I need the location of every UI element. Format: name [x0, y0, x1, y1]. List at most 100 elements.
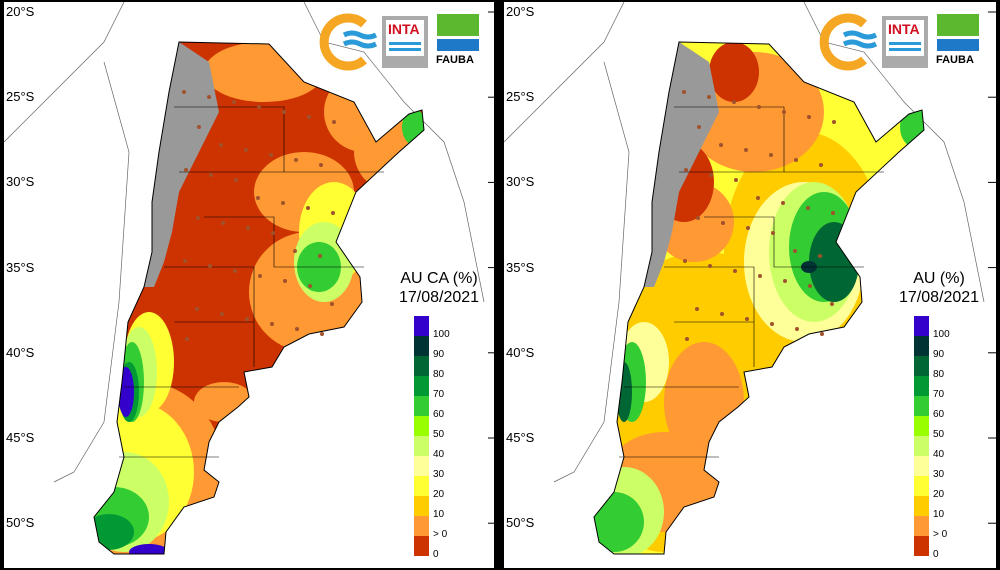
- legend-date: 17/08/2021: [898, 289, 980, 306]
- latitude-label: 30°S: [506, 174, 535, 190]
- station-dot: [307, 115, 311, 119]
- station-dot: [721, 221, 725, 225]
- station-dot: [831, 211, 835, 215]
- fauba-logo-icon: [437, 14, 479, 51]
- color-scale-swatch: [414, 536, 429, 556]
- station-dot: [818, 254, 822, 258]
- station-dot: [720, 312, 724, 316]
- latitude-label: 35°S: [6, 259, 35, 275]
- station-dot: [258, 274, 262, 278]
- latitude-label: 45°S: [6, 430, 35, 445]
- station-dot: [708, 264, 712, 268]
- color-scale-label: 0: [933, 549, 939, 560]
- station-dot: [819, 163, 823, 167]
- color-scale-swatch: [914, 336, 929, 356]
- latitude-label: 40°S: [506, 344, 535, 360]
- station-dot: [820, 332, 824, 336]
- station-dot: [733, 269, 737, 273]
- latitude-label: 50°S: [6, 515, 35, 531]
- station-dot: [332, 120, 336, 124]
- station-dot: [331, 211, 335, 215]
- station-dot: [282, 110, 286, 114]
- color-scale-label: 80: [933, 369, 945, 380]
- color-scale-label: 20: [933, 489, 945, 500]
- color-scale-bar: [414, 316, 429, 556]
- station-dot: [830, 302, 834, 306]
- color-scale-swatch: [414, 416, 429, 436]
- latitude-label: 20°S: [506, 4, 535, 19]
- station-dot: [208, 264, 212, 268]
- color-scale-swatch: [914, 356, 929, 376]
- province-border: [174, 106, 285, 172]
- station-dot: [270, 322, 274, 326]
- inta-logo-text: INTA: [888, 21, 920, 37]
- latitude-label: 25°S: [6, 89, 35, 105]
- station-dot: [220, 312, 224, 316]
- latitude-label: 40°S: [6, 344, 35, 360]
- station-dot: [184, 168, 188, 172]
- station-dot: [320, 332, 324, 336]
- latitude-label: 30°S: [6, 174, 35, 190]
- fauba-logo-text: FAUBA: [436, 54, 474, 66]
- station-dot: [696, 216, 700, 220]
- station-dot: [221, 221, 225, 225]
- map-panel-au-ca: 20°S 25°S 30°S 35°S 40°S 45°S 50°S INTA FAUBA AU …: [2, 0, 496, 570]
- color-scale-label: 0: [433, 549, 439, 560]
- station-dot: [807, 115, 811, 119]
- station-dot: [707, 95, 711, 99]
- station-dot: [219, 143, 223, 147]
- color-scale-label: 100: [933, 329, 950, 340]
- color-scale-swatch: [914, 316, 929, 336]
- station-dot: [783, 279, 787, 283]
- station-dot: [319, 163, 323, 167]
- andes-relief: [144, 42, 219, 287]
- station-dot: [734, 178, 738, 182]
- station-dot: [232, 100, 236, 104]
- station-dot: [271, 231, 275, 235]
- color-scale-swatch: [914, 536, 929, 556]
- map-svg: [4, 2, 494, 555]
- fauba-logo-text: FAUBA: [936, 54, 974, 66]
- station-dot: [234, 178, 238, 182]
- color-scale-label: 50: [433, 429, 445, 440]
- station-dot: [682, 90, 686, 94]
- fauba-logo-icon: [937, 14, 979, 51]
- station-dot: [758, 274, 762, 278]
- latitude-label: 45°S: [506, 430, 535, 445]
- station-dot: [757, 105, 761, 109]
- station-dot: [832, 120, 836, 124]
- color-scale-swatch: [914, 476, 929, 496]
- station-dot: [246, 226, 250, 230]
- legend-variable: AU (%): [913, 270, 965, 287]
- color-scale-label: 70: [933, 389, 945, 400]
- station-dot: [806, 206, 810, 210]
- station-dot: [295, 327, 299, 331]
- color-scale-swatch: [414, 436, 429, 456]
- color-scale-label: 10: [933, 509, 945, 520]
- station-dot: [257, 105, 261, 109]
- color-scale-label: 60: [433, 409, 445, 420]
- station-dot: [744, 148, 748, 152]
- color-scale-swatch: [414, 476, 429, 496]
- station-dot: [293, 249, 297, 253]
- color-scale-swatch: [914, 456, 929, 476]
- station-dot: [794, 158, 798, 162]
- station-dot: [770, 322, 774, 326]
- color-scale-label: 40: [433, 449, 445, 460]
- station-dot: [808, 284, 812, 288]
- color-scale-label: 40: [933, 449, 945, 460]
- legend-title: AU (%) 17/08/2021: [884, 269, 994, 307]
- logo-water-icon: [819, 13, 878, 71]
- color-scale-swatch: [414, 456, 429, 476]
- station-dot: [245, 317, 249, 321]
- andes-relief: [644, 42, 719, 287]
- legend-variable: AU CA (%): [400, 270, 478, 287]
- color-scale-label: 100: [433, 329, 450, 340]
- station-dot: [781, 201, 785, 205]
- station-dot: [795, 327, 799, 331]
- legend-date: 17/08/2021: [398, 289, 480, 306]
- station-dot: [244, 148, 248, 152]
- station-dot: [182, 90, 186, 94]
- color-scale-label: 90: [933, 349, 945, 360]
- color-scale-swatch: [414, 316, 429, 336]
